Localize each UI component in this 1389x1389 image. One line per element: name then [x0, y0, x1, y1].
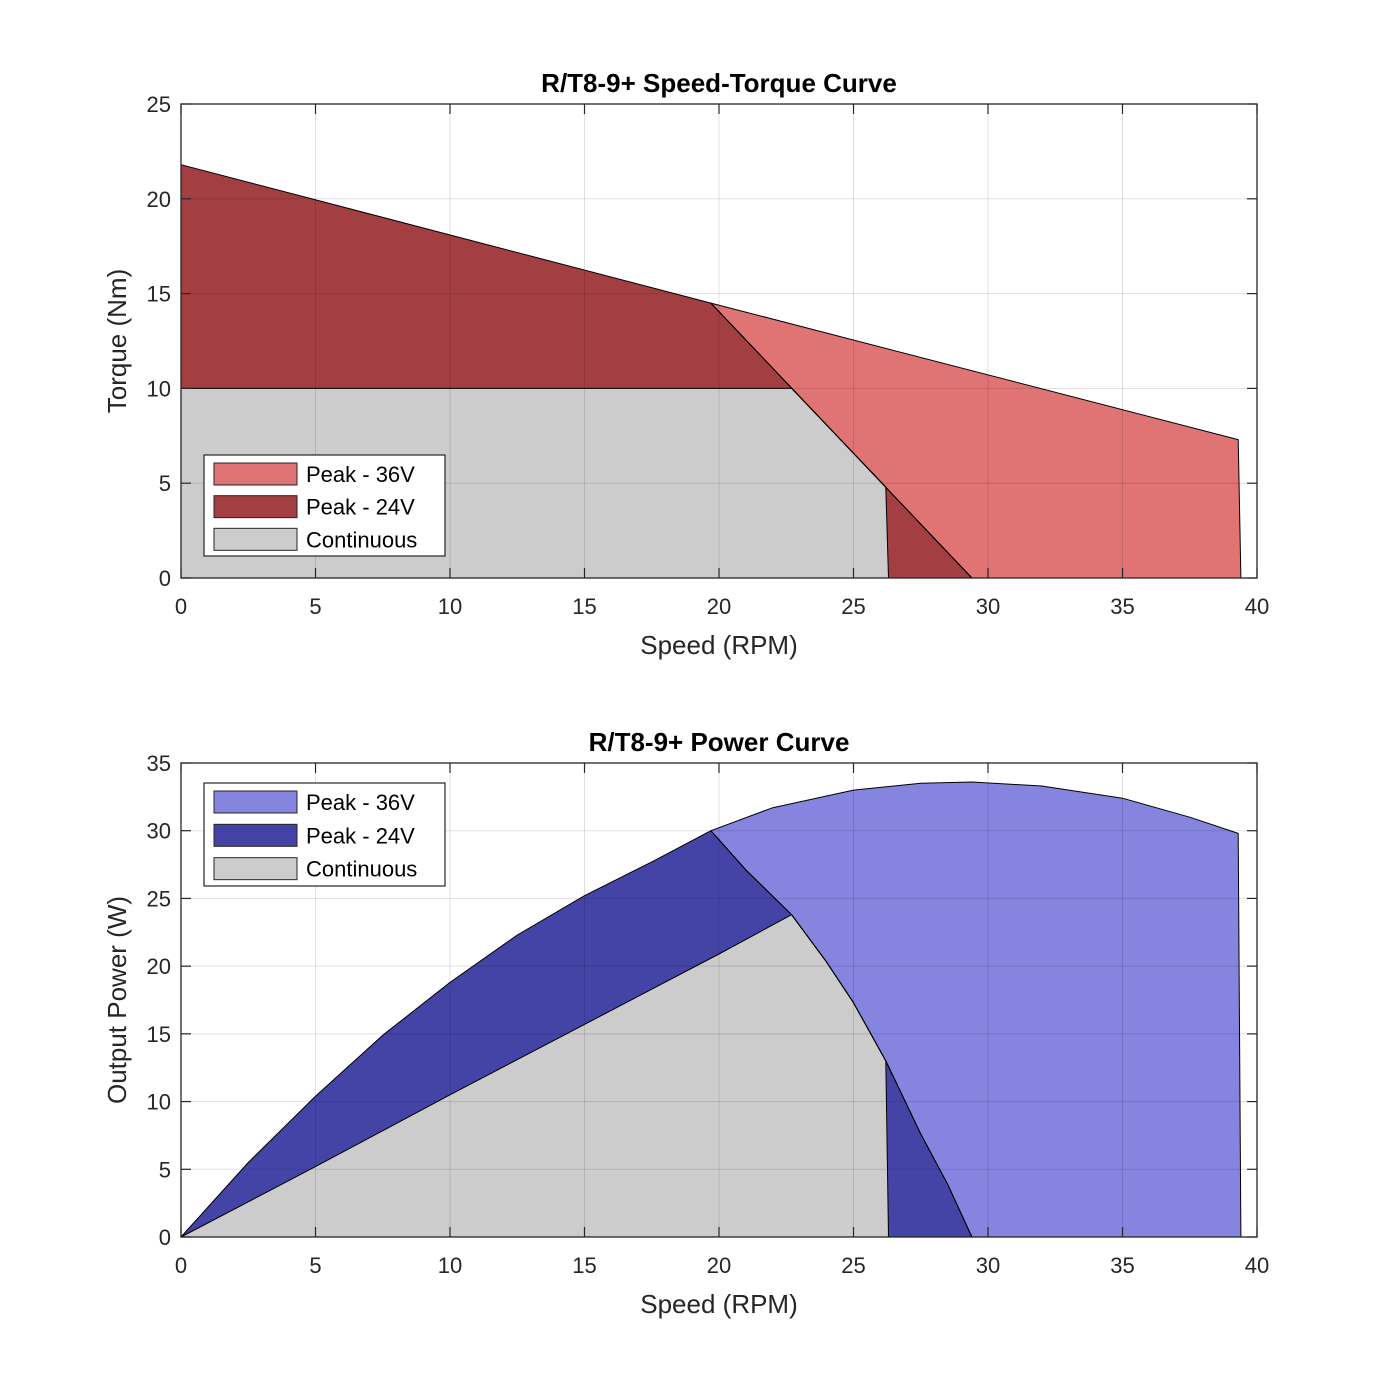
power-area-0	[710, 782, 1241, 1237]
speed-torque-title: R/T8-9+ Speed-Torque Curve	[541, 68, 897, 98]
power-ytick-label-7: 35	[147, 751, 171, 776]
power-ytick-label-0: 0	[159, 1225, 171, 1250]
speed-torque-xtick-label-7: 35	[1110, 594, 1134, 619]
speed-torque-ytick-label-4: 20	[147, 187, 171, 212]
speed-torque-ytick-label-3: 15	[147, 282, 171, 307]
speed-torque-ytick-label-1: 5	[159, 471, 171, 496]
power-ytick-label-2: 10	[147, 1090, 171, 1115]
power-xtick-label-2: 10	[438, 1253, 462, 1278]
power-legend-label-2: Continuous	[306, 857, 417, 882]
speed-torque-ytick-label-5: 25	[147, 92, 171, 117]
speed-torque-grid	[181, 104, 1257, 578]
power-ytick-label-3: 15	[147, 1022, 171, 1047]
power-xtick-label-6: 30	[976, 1253, 1000, 1278]
power-ytick-label-5: 25	[147, 886, 171, 911]
power-xtick-label-3: 15	[572, 1253, 596, 1278]
speed-torque-legend-swatch-1	[213, 495, 298, 519]
power-xtick-label-1: 5	[309, 1253, 321, 1278]
power-legend-label-0: Peak - 36V	[306, 790, 415, 815]
speed-torque-ticks: 0 5 10 15 20 25 30 35 40 0 5 10 15 20 25	[147, 92, 1270, 619]
power-ytick-label-6: 30	[147, 819, 171, 844]
power-xtick-label-0: 0	[175, 1253, 187, 1278]
power-xtick-label-5: 25	[841, 1253, 865, 1278]
power-legend: Peak - 36V Peak - 24V Continuous	[203, 782, 446, 887]
power-areas	[181, 782, 1241, 1237]
speed-torque-xtick-label-1: 5	[309, 594, 321, 619]
speed-torque-legend-swatch-2	[213, 527, 298, 551]
power-title: R/T8-9+ Power Curve	[589, 727, 850, 757]
speed-torque-xtick-label-3: 15	[572, 594, 596, 619]
power-area-2	[181, 914, 889, 1237]
speed-torque-xlabel: Speed (RPM)	[640, 630, 798, 660]
speed-torque-xtick-label-6: 30	[976, 594, 1000, 619]
power-ticks: 0 5 10 15 20 25 30 35 40 0 5 10 15 20 25 30 35	[147, 751, 1270, 1278]
power-ytick-label-4: 20	[147, 954, 171, 979]
power-legend-label-1: Peak - 24V	[306, 823, 415, 848]
power-legend-swatch-2	[213, 857, 298, 881]
power-xlabel: Speed (RPM)	[640, 1289, 798, 1319]
power-ytick-label-1: 5	[159, 1157, 171, 1182]
speed-torque-chart: 0 5 10 15 20 25 30 35 40 0 5 10 15 20 25 R/T8-9+ Speed…	[102, 68, 1269, 660]
speed-torque-xtick-label-8: 40	[1245, 594, 1269, 619]
power-area-outline-2	[180, 914, 889, 1238]
speed-torque-legend: Peak - 36V Peak - 24V Continuous	[203, 454, 446, 557]
speed-torque-xtick-label-2: 10	[438, 594, 462, 619]
speed-torque-area-0	[710, 303, 1241, 578]
power-ylabel: Output Power (W)	[102, 896, 132, 1104]
power-xtick-label-4: 20	[707, 1253, 731, 1278]
speed-torque-xtick-label-5: 25	[841, 594, 865, 619]
speed-torque-ytick-label-0: 0	[159, 566, 171, 591]
speed-torque-xtick-label-0: 0	[175, 594, 187, 619]
power-legend-swatch-0	[213, 790, 298, 814]
power-legend-swatch-1	[213, 823, 298, 847]
speed-torque-ylabel: Torque (Nm)	[102, 269, 132, 413]
speed-torque-legend-label-1: Peak - 24V	[306, 495, 415, 520]
power-xtick-label-7: 35	[1110, 1253, 1134, 1278]
power-grid	[181, 763, 1257, 1237]
speed-torque-xtick-label-4: 20	[707, 594, 731, 619]
speed-torque-ytick-label-2: 10	[147, 376, 171, 401]
speed-torque-legend-label-2: Continuous	[306, 527, 417, 552]
power-xtick-label-8: 40	[1245, 1253, 1269, 1278]
speed-torque-legend-swatch-0	[213, 462, 298, 486]
speed-torque-legend-label-0: Peak - 36V	[306, 462, 415, 487]
power-area-outline-1	[180, 830, 973, 1238]
power-chart: 0 5 10 15 20 25 30 35 40 0 5 10 15 20 25 30 35 R/T8-9+ P…	[102, 727, 1269, 1319]
